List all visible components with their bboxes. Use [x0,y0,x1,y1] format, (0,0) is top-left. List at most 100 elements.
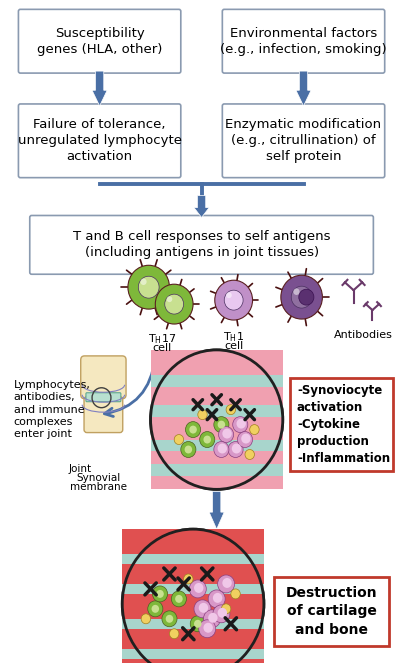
Circle shape [199,603,208,613]
FancyBboxPatch shape [30,216,373,274]
Text: T and B cell responses to self antigens
(including antigens in joint tissues): T and B cell responses to self antigens … [73,230,330,260]
Circle shape [250,424,259,434]
Circle shape [203,610,220,627]
Circle shape [198,410,207,420]
Text: cell: cell [152,343,171,353]
Circle shape [299,290,314,305]
Circle shape [138,276,159,298]
FancyBboxPatch shape [86,392,121,402]
Circle shape [174,434,184,444]
Text: Destruction
of cartilage
and bone: Destruction of cartilage and bone [286,586,378,637]
Circle shape [208,590,225,608]
Polygon shape [209,491,224,529]
Circle shape [232,444,241,454]
Circle shape [245,450,254,459]
FancyBboxPatch shape [290,378,393,471]
Bar [151,404,283,416]
Text: Joint: Joint [68,464,91,475]
Circle shape [165,294,184,314]
Circle shape [228,442,243,457]
Circle shape [186,422,201,438]
Bar [151,374,283,386]
Circle shape [194,600,211,618]
Circle shape [203,623,213,633]
Circle shape [153,586,168,602]
Circle shape [151,605,159,613]
Circle shape [213,605,230,623]
FancyBboxPatch shape [18,9,181,73]
Text: Susceptibility
genes (HLA, other): Susceptibility genes (HLA, other) [37,27,162,56]
Circle shape [128,266,169,309]
Circle shape [175,595,183,603]
Circle shape [218,608,227,618]
Circle shape [281,276,322,319]
FancyBboxPatch shape [81,356,126,398]
Circle shape [156,590,164,598]
Text: -Synoviocyte
activation
-Cytokine
production
-Inflammation: -Synoviocyte activation -Cytokine produc… [297,384,390,465]
FancyBboxPatch shape [84,396,123,432]
Circle shape [140,278,146,285]
Circle shape [199,620,216,637]
Polygon shape [296,71,311,106]
Circle shape [151,350,283,489]
Circle shape [203,436,211,444]
Circle shape [221,604,231,614]
FancyBboxPatch shape [18,104,181,178]
Bar [151,350,283,489]
Text: Lymphocytes,
antibodies,
and immune
complexes
enter joint: Lymphocytes, antibodies, and immune comp… [14,380,90,440]
Circle shape [141,614,151,623]
Circle shape [215,280,252,320]
Bar [122,649,264,659]
Circle shape [184,446,192,454]
Circle shape [200,432,215,448]
Circle shape [218,575,235,593]
Text: membrane: membrane [70,482,127,493]
Circle shape [218,444,227,454]
Circle shape [236,418,246,428]
Bar [122,554,264,564]
Text: Environmental factors
(e.g., infection, smoking): Environmental factors (e.g., infection, … [220,27,387,56]
Bar [122,619,264,629]
Circle shape [226,292,232,298]
Circle shape [155,284,193,324]
Circle shape [171,591,187,607]
Circle shape [231,589,240,599]
Circle shape [214,416,229,432]
Text: $\mathrm{T_H1}$: $\mathrm{T_H1}$ [223,330,244,344]
Circle shape [233,416,248,432]
Circle shape [184,574,193,584]
Circle shape [189,426,197,434]
Circle shape [293,288,299,295]
Text: Enzymatic modification
(e.g., citrullination) of
self protein: Enzymatic modification (e.g., citrullina… [225,118,382,163]
Polygon shape [194,196,209,218]
Circle shape [190,616,205,631]
Bar [122,584,264,594]
Circle shape [218,420,225,428]
Circle shape [241,434,251,444]
Circle shape [222,578,232,588]
FancyBboxPatch shape [222,9,385,73]
Circle shape [169,629,179,639]
Bar [151,464,283,476]
Text: Synovial: Synovial [76,473,121,483]
Circle shape [166,296,172,302]
Circle shape [291,286,312,308]
Circle shape [181,442,196,457]
Circle shape [218,426,234,442]
Circle shape [222,428,232,438]
Polygon shape [92,71,107,106]
FancyBboxPatch shape [222,104,385,178]
Circle shape [162,611,177,627]
Bar [151,440,283,452]
Circle shape [166,615,173,623]
Circle shape [122,529,264,664]
Circle shape [238,432,252,448]
FancyBboxPatch shape [274,577,389,645]
Circle shape [194,583,203,593]
Circle shape [189,580,206,598]
Text: cell: cell [224,341,243,351]
Text: Antibodies: Antibodies [334,330,392,340]
Circle shape [213,593,222,603]
Text: Failure of tolerance,
unregulated lymphocyte
activation: Failure of tolerance, unregulated lympho… [18,118,182,163]
Circle shape [224,290,243,310]
